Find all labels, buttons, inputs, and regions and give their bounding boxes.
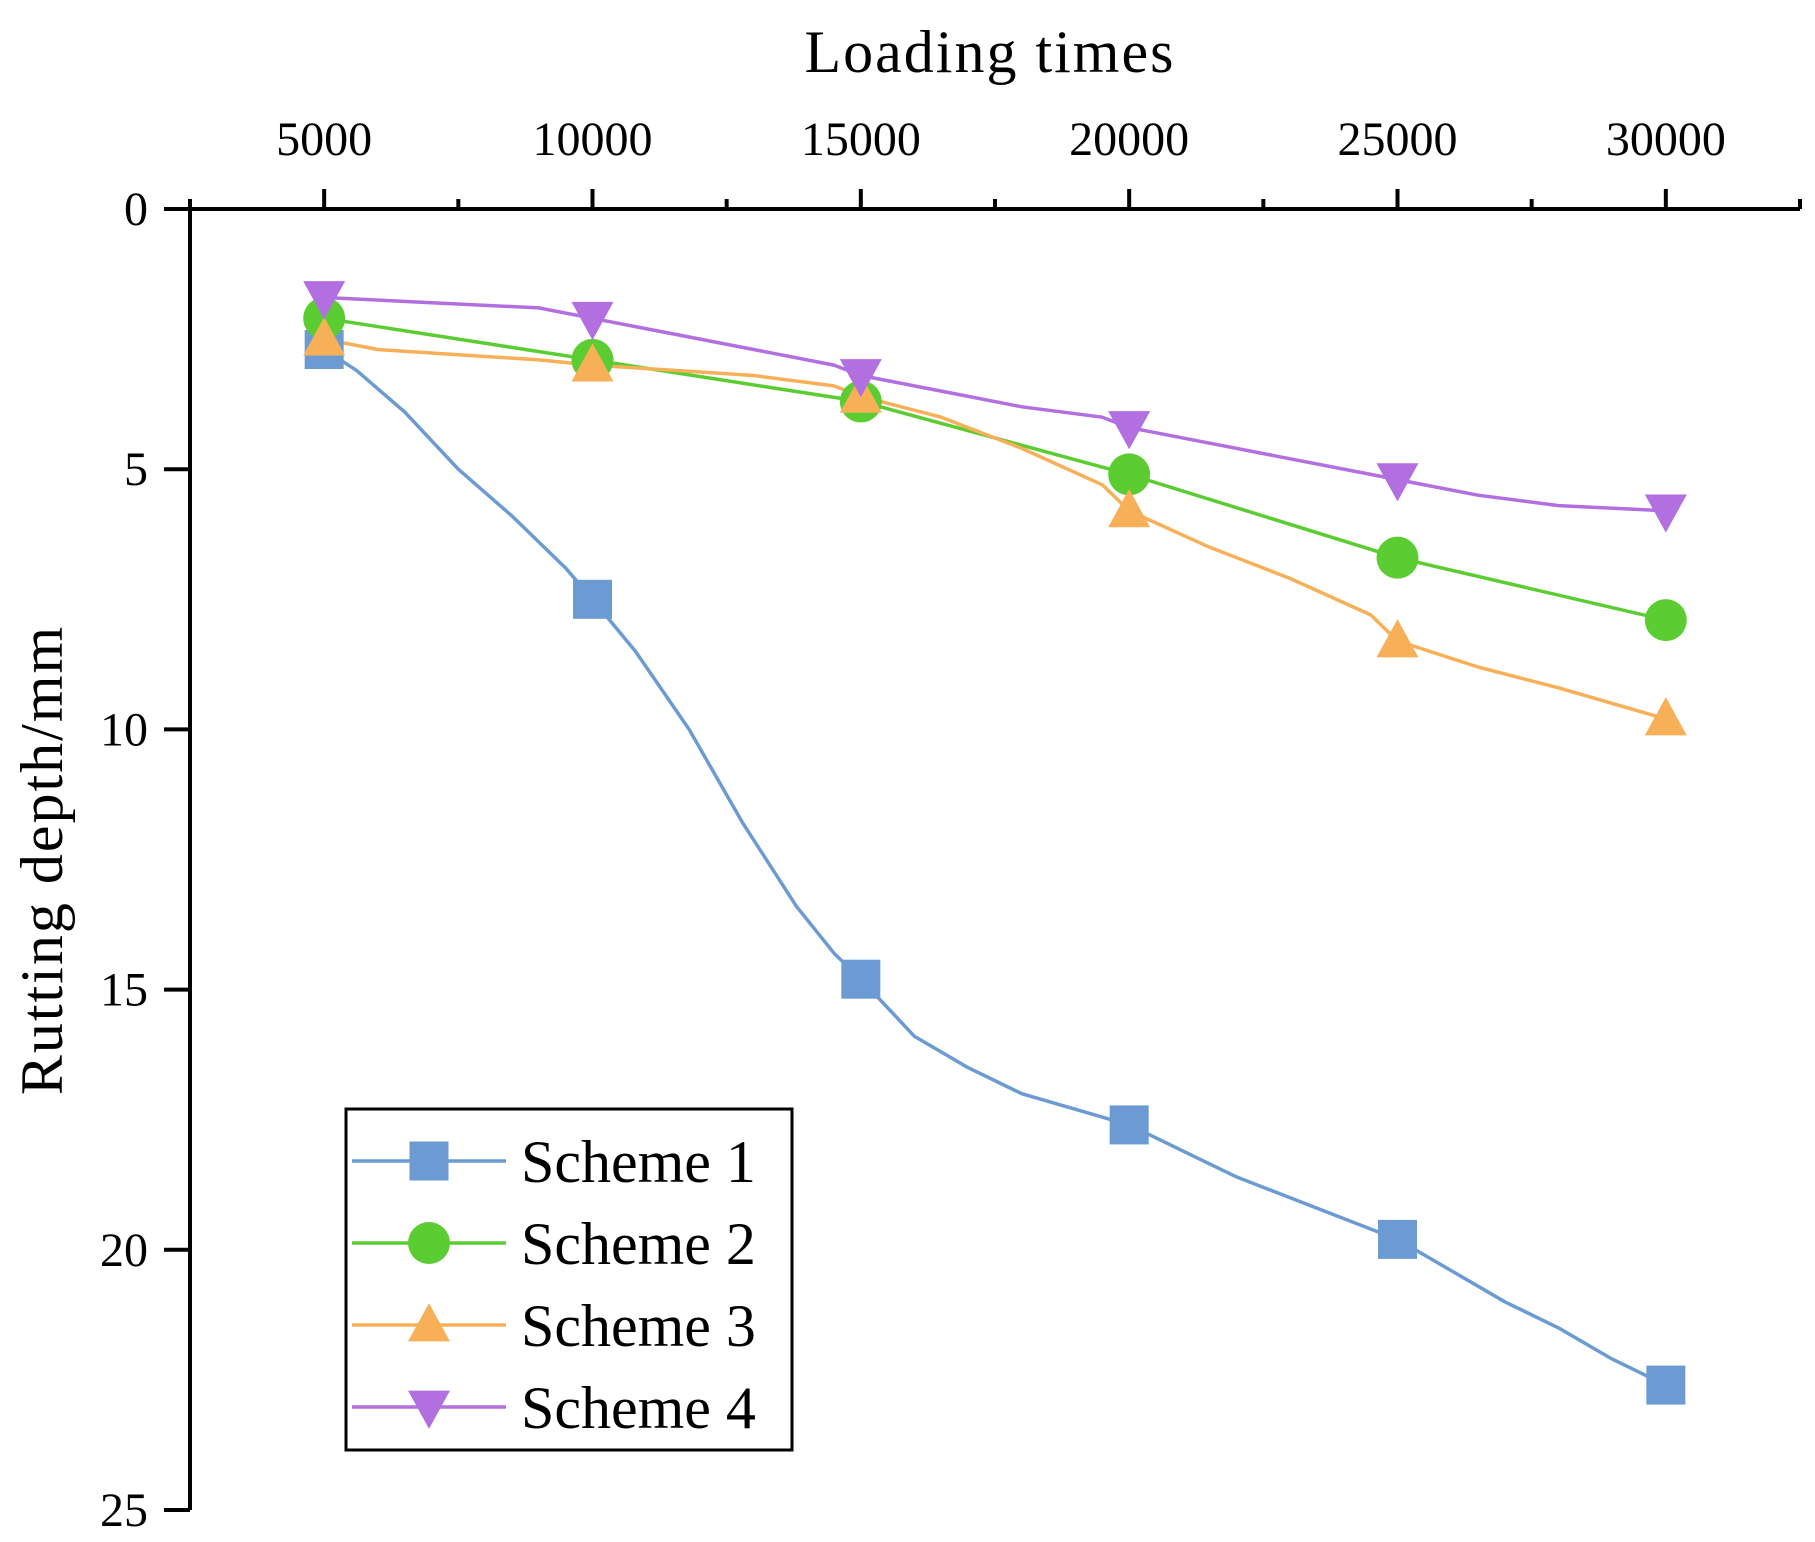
data-point-scheme-4 bbox=[1644, 494, 1687, 533]
x-axis-title: Loading times bbox=[805, 19, 1176, 85]
y-tick-label: 25 bbox=[100, 1484, 148, 1537]
legend-marker-scheme-3 bbox=[408, 1303, 450, 1342]
data-point-scheme-4 bbox=[571, 301, 614, 341]
legend: Scheme 1 Scheme 2 Scheme 3 Scheme 4 bbox=[344, 1107, 794, 1452]
data-point-scheme-2 bbox=[1644, 599, 1687, 642]
y-tick-label: 5 bbox=[124, 443, 148, 496]
data-point-scheme-1 bbox=[1378, 1219, 1417, 1259]
legend-marker-scheme-4 bbox=[408, 1390, 450, 1429]
series-line-scheme-4 bbox=[324, 295, 1666, 513]
legend-label-scheme-3: Scheme 3 bbox=[521, 1293, 756, 1359]
y-tick-label: 15 bbox=[100, 964, 148, 1017]
data-point-scheme-3 bbox=[303, 317, 346, 356]
legend-label-scheme-2: Scheme 2 bbox=[521, 1211, 756, 1277]
x-tick-label: 5000 bbox=[276, 113, 372, 166]
y-tick-label: 0 bbox=[124, 183, 148, 236]
legend-label-scheme-4: Scheme 4 bbox=[521, 1375, 756, 1441]
legend-marker-scheme-2 bbox=[408, 1222, 450, 1264]
x-tick-label: 15000 bbox=[801, 113, 921, 166]
data-point-scheme-1 bbox=[1109, 1105, 1149, 1145]
x-tick-label: 20000 bbox=[1069, 113, 1189, 166]
legend-marker-scheme-1 bbox=[409, 1141, 449, 1181]
x-tick-label: 10000 bbox=[533, 113, 653, 166]
series-line-scheme-1 bbox=[323, 348, 1667, 1387]
data-point-scheme-3 bbox=[1376, 619, 1419, 658]
data-point-scheme-2 bbox=[1376, 536, 1419, 579]
data-point-scheme-4 bbox=[839, 359, 882, 398]
series-line-scheme-3 bbox=[323, 337, 1667, 721]
data-point-scheme-3 bbox=[1108, 488, 1151, 528]
series-line-scheme-2 bbox=[323, 316, 1667, 622]
data-point-scheme-3 bbox=[1644, 697, 1687, 736]
y-tick-label: 20 bbox=[100, 1224, 148, 1277]
data-point-scheme-1 bbox=[573, 579, 612, 619]
axes: Loading times Rutting depth/mm 5000 10000… bbox=[9, 19, 1802, 1537]
y-tick-label: 10 bbox=[100, 703, 148, 756]
x-tick-label: 30000 bbox=[1606, 113, 1726, 166]
legend-label-scheme-1: Scheme 1 bbox=[521, 1129, 756, 1195]
data-point-scheme-4 bbox=[1108, 411, 1151, 450]
y-axis-title: Rutting depth/mm bbox=[9, 625, 75, 1095]
data-point-scheme-1 bbox=[841, 959, 881, 999]
series bbox=[303, 281, 1687, 1405]
data-point-scheme-4 bbox=[1376, 463, 1419, 502]
data-point-scheme-3 bbox=[571, 343, 614, 382]
data-point-scheme-1 bbox=[1646, 1365, 1686, 1405]
x-tick-label: 25000 bbox=[1338, 113, 1458, 166]
data-point-scheme-2 bbox=[1108, 453, 1151, 496]
data-point-scheme-4 bbox=[303, 281, 346, 320]
